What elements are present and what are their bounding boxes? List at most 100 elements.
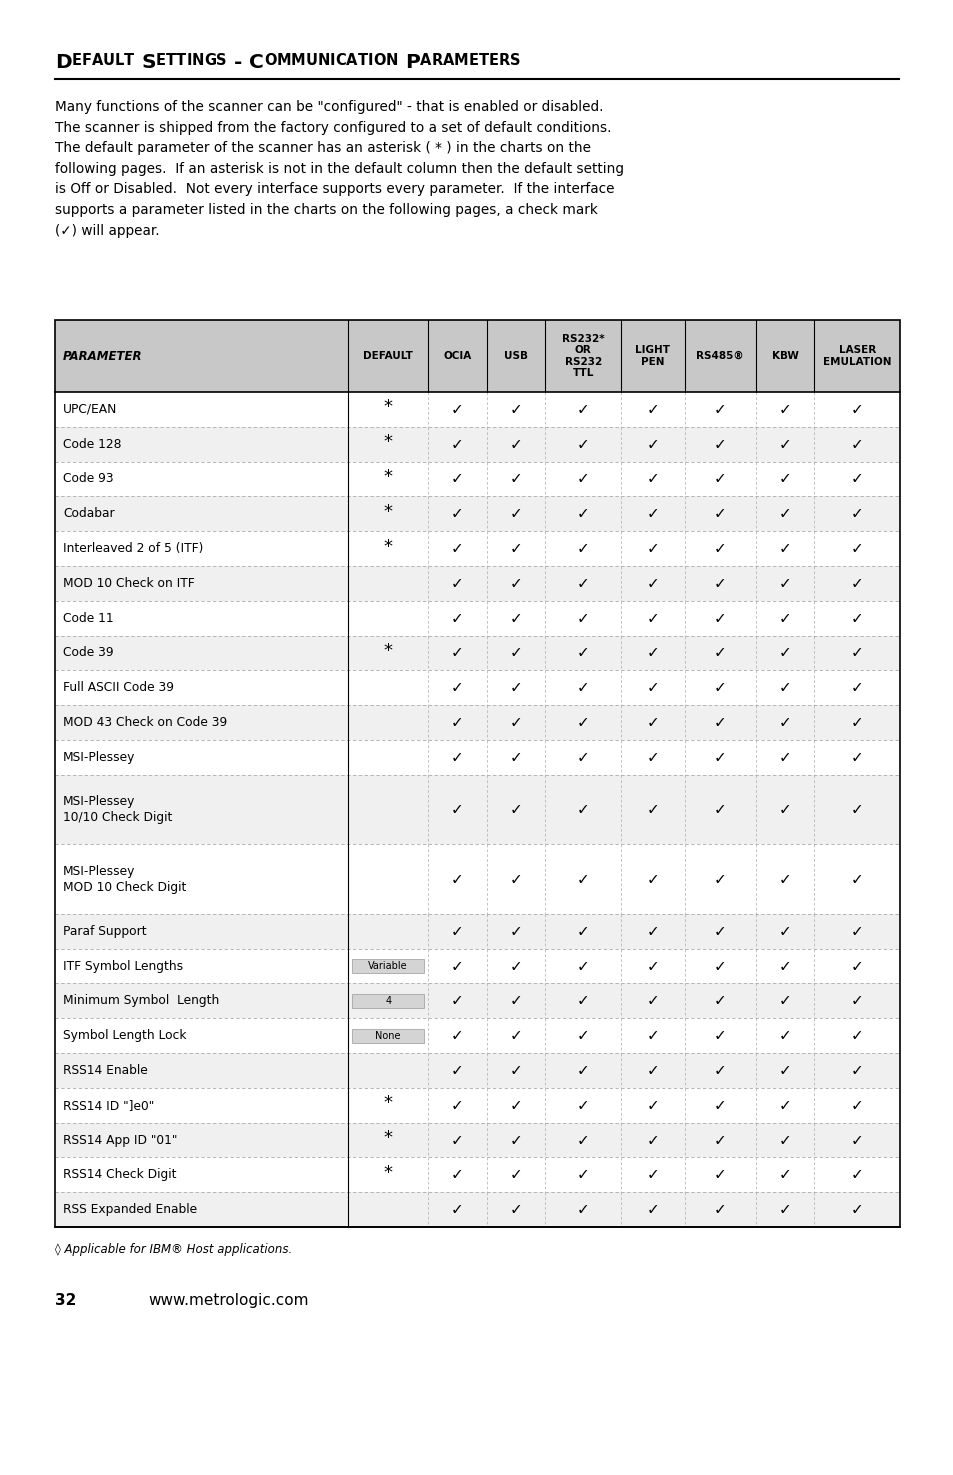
Bar — [55, 426, 899, 462]
Text: ✓: ✓ — [646, 993, 659, 1009]
Bar — [55, 636, 899, 670]
Text: ✓: ✓ — [577, 401, 589, 417]
Text: O: O — [264, 53, 276, 68]
Bar — [55, 462, 899, 497]
Bar — [352, 959, 423, 974]
Text: ✓: ✓ — [509, 993, 522, 1009]
Text: ✓: ✓ — [509, 611, 522, 625]
Text: Code 128: Code 128 — [63, 438, 121, 451]
Text: *: * — [383, 642, 393, 659]
Text: MSI-Plessey: MSI-Plessey — [63, 751, 135, 764]
Text: M: M — [291, 53, 305, 68]
Text: RSS14 Enable: RSS14 Enable — [63, 1063, 148, 1077]
Text: ✓: ✓ — [577, 1167, 589, 1183]
Text: Many functions of the scanner can be "configured" - that is enabled or disabled.: Many functions of the scanner can be "co… — [55, 100, 623, 237]
Text: ✓: ✓ — [577, 611, 589, 625]
Text: ✓: ✓ — [451, 1167, 463, 1183]
Text: ✓: ✓ — [646, 1133, 659, 1148]
Bar — [55, 914, 899, 948]
Text: ✓: ✓ — [850, 959, 862, 974]
Text: ✓: ✓ — [577, 959, 589, 974]
Text: F: F — [82, 53, 91, 68]
Text: ✓: ✓ — [778, 1167, 791, 1183]
Text: ✓: ✓ — [713, 1063, 726, 1078]
Text: ✓: ✓ — [646, 749, 659, 766]
Bar — [55, 705, 899, 740]
Text: ✓: ✓ — [451, 715, 463, 730]
Text: ✓: ✓ — [509, 959, 522, 974]
Text: A: A — [91, 53, 103, 68]
Text: ✓: ✓ — [850, 923, 862, 938]
Text: ✓: ✓ — [646, 1167, 659, 1183]
Text: *: * — [383, 434, 393, 451]
Bar — [55, 600, 899, 636]
Text: A: A — [346, 53, 357, 68]
Text: ✓: ✓ — [850, 1167, 862, 1183]
Text: ✓: ✓ — [778, 1063, 791, 1078]
Text: ✓: ✓ — [713, 437, 726, 451]
Text: ✓: ✓ — [451, 401, 463, 417]
Text: ✓: ✓ — [577, 646, 589, 661]
Bar — [55, 320, 899, 1227]
Text: ✓: ✓ — [577, 472, 589, 487]
Text: ✓: ✓ — [850, 1097, 862, 1112]
Text: E: E — [468, 53, 478, 68]
Text: ✓: ✓ — [577, 1133, 589, 1148]
Bar — [55, 670, 899, 705]
Text: ✓: ✓ — [451, 923, 463, 938]
Text: ✓: ✓ — [850, 575, 862, 591]
Bar — [55, 392, 899, 426]
Text: ✓: ✓ — [509, 506, 522, 521]
Text: I: I — [368, 53, 373, 68]
Bar — [55, 497, 899, 531]
Text: O: O — [373, 53, 385, 68]
Text: ✓: ✓ — [778, 923, 791, 938]
Text: R: R — [498, 53, 510, 68]
Text: ◊ Applicable for IBM® Host applications.: ◊ Applicable for IBM® Host applications. — [55, 1243, 292, 1257]
Text: D: D — [55, 53, 71, 72]
Text: ✓: ✓ — [778, 1028, 791, 1043]
Text: ✓: ✓ — [850, 646, 862, 661]
Text: 4: 4 — [385, 996, 391, 1006]
Text: ✓: ✓ — [577, 802, 589, 817]
Text: ✓: ✓ — [778, 802, 791, 817]
Text: KBW: KBW — [771, 351, 798, 361]
Text: ✓: ✓ — [850, 993, 862, 1009]
Bar — [55, 1192, 899, 1227]
Text: ✓: ✓ — [451, 1133, 463, 1148]
Text: ✓: ✓ — [713, 541, 726, 556]
Text: ✓: ✓ — [577, 1028, 589, 1043]
Bar — [55, 566, 899, 600]
Text: ✓: ✓ — [713, 1202, 726, 1217]
Text: ✓: ✓ — [646, 437, 659, 451]
Bar — [55, 1158, 899, 1192]
Text: ✓: ✓ — [850, 1028, 862, 1043]
Text: ✓: ✓ — [577, 993, 589, 1009]
Text: ✓: ✓ — [451, 993, 463, 1009]
Text: U: U — [103, 53, 115, 68]
Text: ✓: ✓ — [451, 506, 463, 521]
Text: ✓: ✓ — [850, 506, 862, 521]
Text: ✓: ✓ — [778, 993, 791, 1009]
Text: ✓: ✓ — [646, 872, 659, 886]
Text: ✓: ✓ — [778, 401, 791, 417]
Text: ✓: ✓ — [646, 923, 659, 938]
Bar — [55, 774, 899, 844]
Text: ✓: ✓ — [646, 959, 659, 974]
Text: ✓: ✓ — [713, 401, 726, 417]
Text: ✓: ✓ — [850, 802, 862, 817]
Text: LASER
EMULATION: LASER EMULATION — [822, 345, 890, 367]
Text: ✓: ✓ — [509, 472, 522, 487]
Text: *: * — [383, 398, 393, 416]
Text: ✓: ✓ — [713, 1028, 726, 1043]
Text: None: None — [375, 1031, 400, 1041]
Text: ✓: ✓ — [850, 401, 862, 417]
Text: Codabar: Codabar — [63, 507, 114, 521]
Text: ✓: ✓ — [713, 959, 726, 974]
Bar — [55, 1053, 899, 1089]
Text: ✓: ✓ — [850, 1063, 862, 1078]
Text: ✓: ✓ — [451, 1063, 463, 1078]
Bar — [55, 984, 899, 1018]
Text: ✓: ✓ — [646, 401, 659, 417]
Text: ✓: ✓ — [577, 506, 589, 521]
